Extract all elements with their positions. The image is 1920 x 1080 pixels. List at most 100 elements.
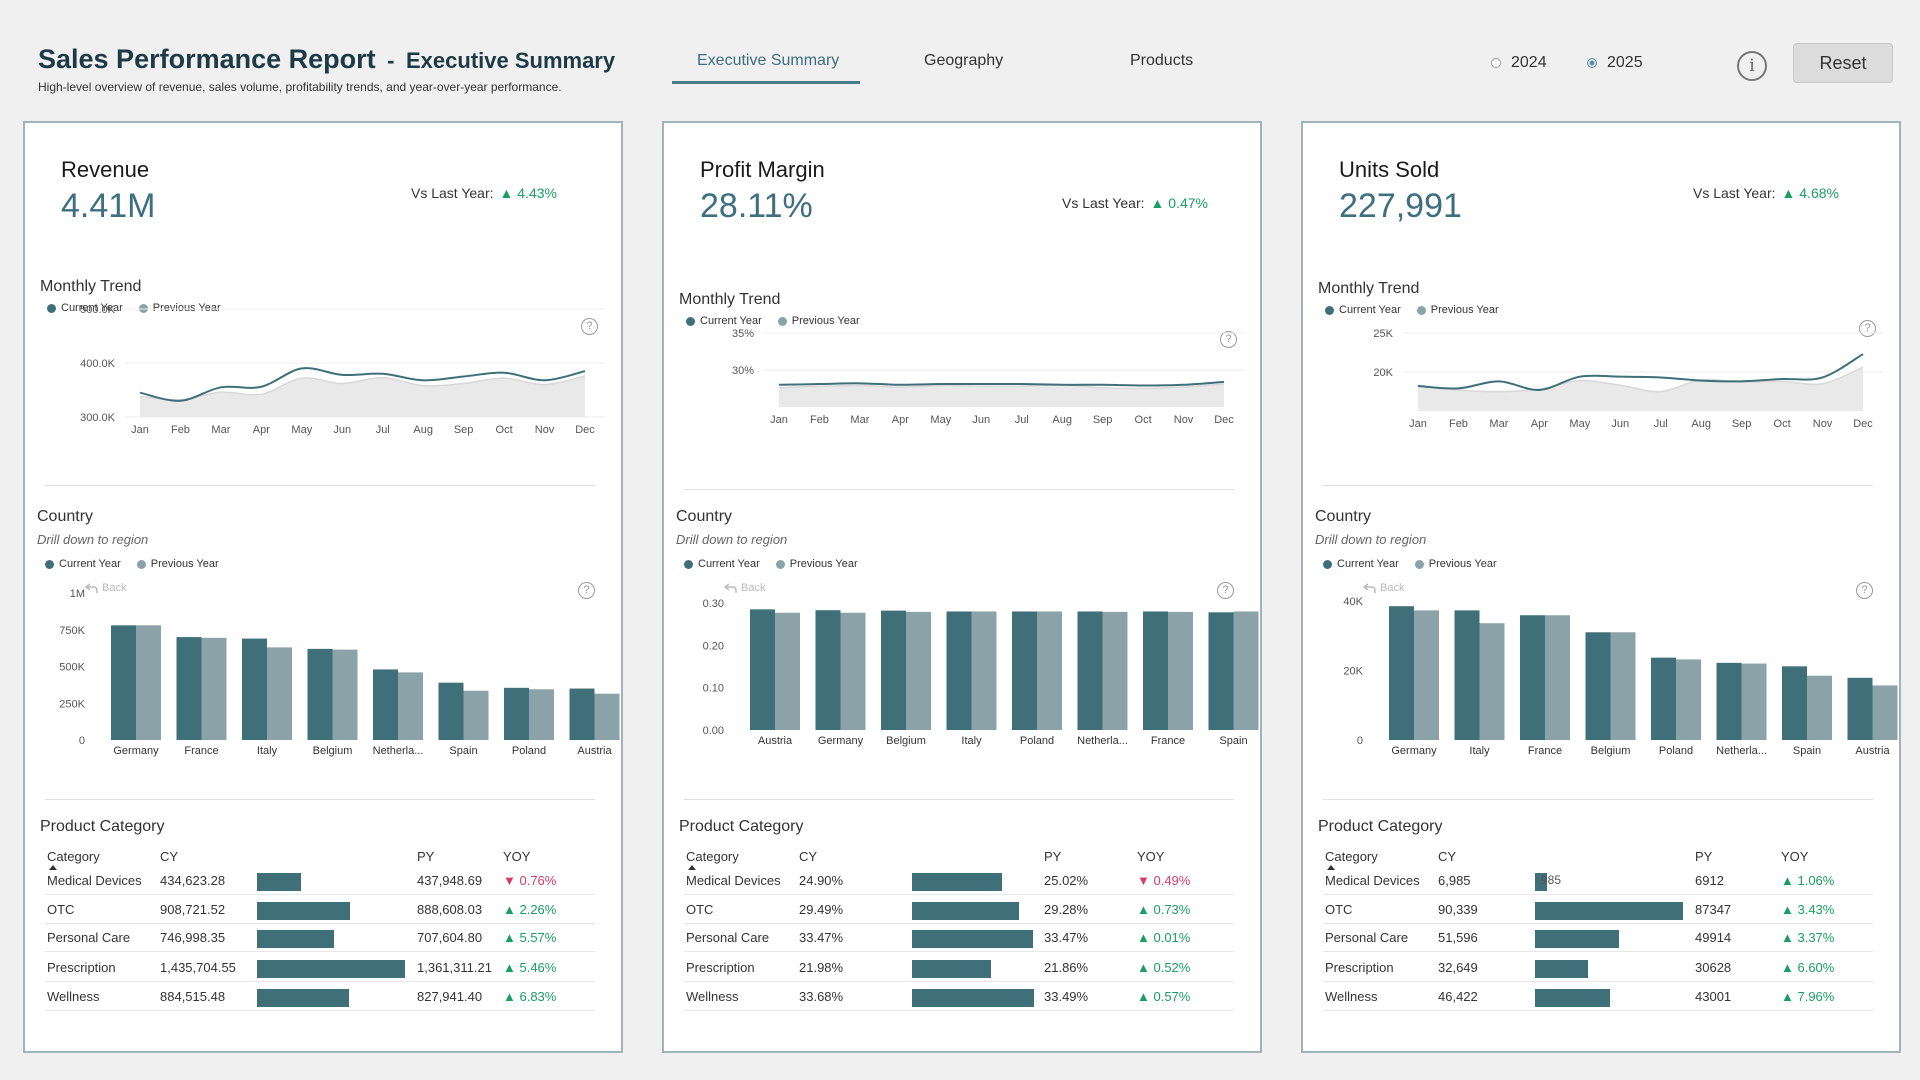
legend-previous-year[interactable]: Previous Year bbox=[775, 558, 858, 570]
bar-current-year[interactable] bbox=[750, 609, 775, 730]
table-row[interactable]: OTC 29.49% 29.28% ▲ 0.73% bbox=[684, 895, 1234, 924]
help-icon[interactable]: ? bbox=[578, 582, 595, 599]
column-header-cy[interactable]: CY bbox=[1438, 849, 1457, 864]
table-row[interactable]: Wellness 884,515.48 827,941.40 ▲ 6.83% bbox=[45, 982, 595, 1011]
table-row[interactable]: Medical Devices 6,985 985 6912 ▲ 1.06% bbox=[1323, 866, 1873, 895]
bar-current-year[interactable] bbox=[569, 688, 595, 740]
bar-current-year[interactable] bbox=[881, 610, 906, 730]
bar-previous-year[interactable] bbox=[1872, 685, 1898, 740]
table-row[interactable]: Wellness 33.68% 33.49% ▲ 0.57% bbox=[684, 982, 1234, 1011]
bar-previous-year[interactable] bbox=[332, 649, 358, 740]
table-row[interactable]: Prescription 32,649 30628 ▲ 6.60% bbox=[1323, 953, 1873, 982]
bar-previous-year[interactable] bbox=[1037, 611, 1062, 730]
bar-previous-year[interactable] bbox=[594, 693, 620, 740]
legend-previous-year[interactable]: Previous Year bbox=[1414, 558, 1497, 570]
legend-previous-year[interactable]: Previous Year bbox=[777, 315, 860, 327]
bar-previous-year[interactable] bbox=[1807, 675, 1832, 740]
bar-current-year[interactable] bbox=[242, 638, 267, 740]
bar-current-year[interactable] bbox=[1077, 611, 1103, 730]
bar-previous-year[interactable] bbox=[529, 689, 554, 740]
bar-previous-year[interactable] bbox=[840, 612, 866, 730]
bar-current-year[interactable] bbox=[815, 610, 841, 730]
legend-current-year[interactable]: Current Year bbox=[47, 302, 123, 314]
column-header-cy[interactable]: CY bbox=[799, 849, 818, 864]
bar-previous-year[interactable] bbox=[136, 625, 161, 740]
tab-products[interactable]: Products bbox=[1130, 52, 1194, 69]
reset-button[interactable]: Reset bbox=[1793, 43, 1893, 83]
table-row[interactable]: Personal Care 51,596 49914 ▲ 3.37% bbox=[1323, 923, 1873, 952]
table-row[interactable]: Prescription 1,435,704.55 1,361,311.21 ▲ 5.… bbox=[45, 953, 595, 982]
legend-current-year[interactable]: Current Year bbox=[686, 315, 762, 327]
bar-current-year[interactable] bbox=[307, 648, 333, 740]
bar-current-year[interactable] bbox=[504, 687, 529, 740]
column-header-category[interactable]: Category bbox=[686, 849, 739, 864]
bar-previous-year[interactable] bbox=[971, 611, 997, 730]
bar-current-year[interactable] bbox=[1651, 657, 1676, 740]
bar-previous-year[interactable] bbox=[1168, 611, 1193, 730]
bar-current-year[interactable] bbox=[1454, 610, 1480, 740]
bar-previous-year[interactable] bbox=[1102, 611, 1128, 730]
drill-back-button[interactable]: Back bbox=[85, 582, 126, 594]
help-icon[interactable]: ? bbox=[1217, 582, 1234, 599]
table-row[interactable]: OTC 90,339 87347 ▲ 3.43% bbox=[1323, 895, 1873, 924]
info-icon[interactable]: i bbox=[1737, 51, 1767, 81]
table-row[interactable]: Personal Care 746,998.35 707,604.80 ▲ 5.57% bbox=[45, 923, 595, 952]
column-header-py[interactable]: PY bbox=[1044, 849, 1062, 864]
table-row[interactable]: Personal Care 33.47% 33.47% ▲ 0.01% bbox=[684, 923, 1234, 952]
drill-back-button[interactable]: Back bbox=[724, 582, 765, 594]
bar-previous-year[interactable] bbox=[1545, 615, 1570, 740]
column-header-cy[interactable]: CY bbox=[160, 849, 179, 864]
drill-back-button[interactable]: Back bbox=[1363, 582, 1404, 594]
bar-previous-year[interactable] bbox=[463, 690, 489, 740]
legend-current-year[interactable]: Current Year bbox=[1325, 304, 1401, 316]
bar-current-year[interactable] bbox=[1520, 615, 1545, 740]
bar-current-year[interactable] bbox=[946, 611, 972, 730]
year-option-2025[interactable]: 2025 bbox=[1587, 54, 1643, 72]
column-header-yoy[interactable]: YOY bbox=[503, 849, 531, 864]
table-row[interactable]: Prescription 21.98% 21.86% ▲ 0.52% bbox=[684, 953, 1234, 982]
table-row[interactable]: Medical Devices 434,623.28 437,948.69 ▼ 0.7… bbox=[45, 866, 595, 895]
bar-previous-year[interactable] bbox=[1676, 659, 1701, 740]
legend-current-year[interactable]: Current Year bbox=[1323, 558, 1399, 570]
bar-previous-year[interactable] bbox=[201, 637, 227, 740]
bar-previous-year[interactable] bbox=[398, 672, 423, 740]
table-row[interactable]: OTC 908,721.52 888,608.03 ▲ 2.26% bbox=[45, 895, 595, 924]
bar-current-year[interactable] bbox=[176, 637, 202, 740]
bar-previous-year[interactable] bbox=[775, 612, 800, 730]
bar-previous-year[interactable] bbox=[1610, 632, 1636, 740]
bar-current-year[interactable] bbox=[1389, 606, 1414, 740]
column-header-py[interactable]: PY bbox=[1695, 849, 1713, 864]
bar-current-year[interactable] bbox=[373, 669, 398, 740]
tab-executive-summary[interactable]: Executive Summary bbox=[697, 52, 840, 69]
bar-previous-year[interactable] bbox=[267, 647, 292, 740]
bar-current-year[interactable] bbox=[438, 682, 464, 740]
column-header-yoy[interactable]: YOY bbox=[1137, 849, 1165, 864]
legend-previous-year[interactable]: Previous Year bbox=[1416, 304, 1499, 316]
legend-previous-year[interactable]: Previous Year bbox=[136, 558, 219, 570]
legend-current-year[interactable]: Current Year bbox=[45, 558, 121, 570]
column-header-py[interactable]: PY bbox=[417, 849, 435, 864]
bar-current-year[interactable] bbox=[1585, 632, 1611, 740]
bar-previous-year[interactable] bbox=[1414, 610, 1439, 740]
bar-current-year[interactable] bbox=[1847, 677, 1873, 740]
bar-current-year[interactable] bbox=[111, 625, 136, 740]
bar-current-year[interactable] bbox=[1143, 611, 1168, 730]
help-icon[interactable]: ? bbox=[581, 318, 598, 335]
column-header-yoy[interactable]: YOY bbox=[1781, 849, 1809, 864]
table-row[interactable]: Medical Devices 24.90% 25.02% ▼ 0.49% bbox=[684, 866, 1234, 895]
bar-current-year[interactable] bbox=[1012, 611, 1037, 730]
bar-current-year[interactable] bbox=[1782, 666, 1807, 740]
bar-current-year[interactable] bbox=[1716, 662, 1742, 740]
legend-previous-year[interactable]: Previous Year bbox=[138, 302, 221, 314]
table-row[interactable]: Wellness 46,422 43001 ▲ 7.96% bbox=[1323, 982, 1873, 1011]
column-header-category[interactable]: Category bbox=[1325, 849, 1378, 864]
column-header-category[interactable]: Category bbox=[47, 849, 100, 864]
bar-previous-year[interactable] bbox=[1479, 623, 1505, 740]
help-icon[interactable]: ? bbox=[1856, 582, 1873, 599]
help-icon[interactable]: ? bbox=[1859, 320, 1876, 337]
bar-current-year[interactable] bbox=[1208, 612, 1234, 730]
tab-geography[interactable]: Geography bbox=[924, 52, 1004, 69]
bar-previous-year[interactable] bbox=[1233, 611, 1259, 730]
year-option-2024[interactable]: 2024 bbox=[1491, 54, 1547, 72]
bar-previous-year[interactable] bbox=[906, 611, 931, 730]
